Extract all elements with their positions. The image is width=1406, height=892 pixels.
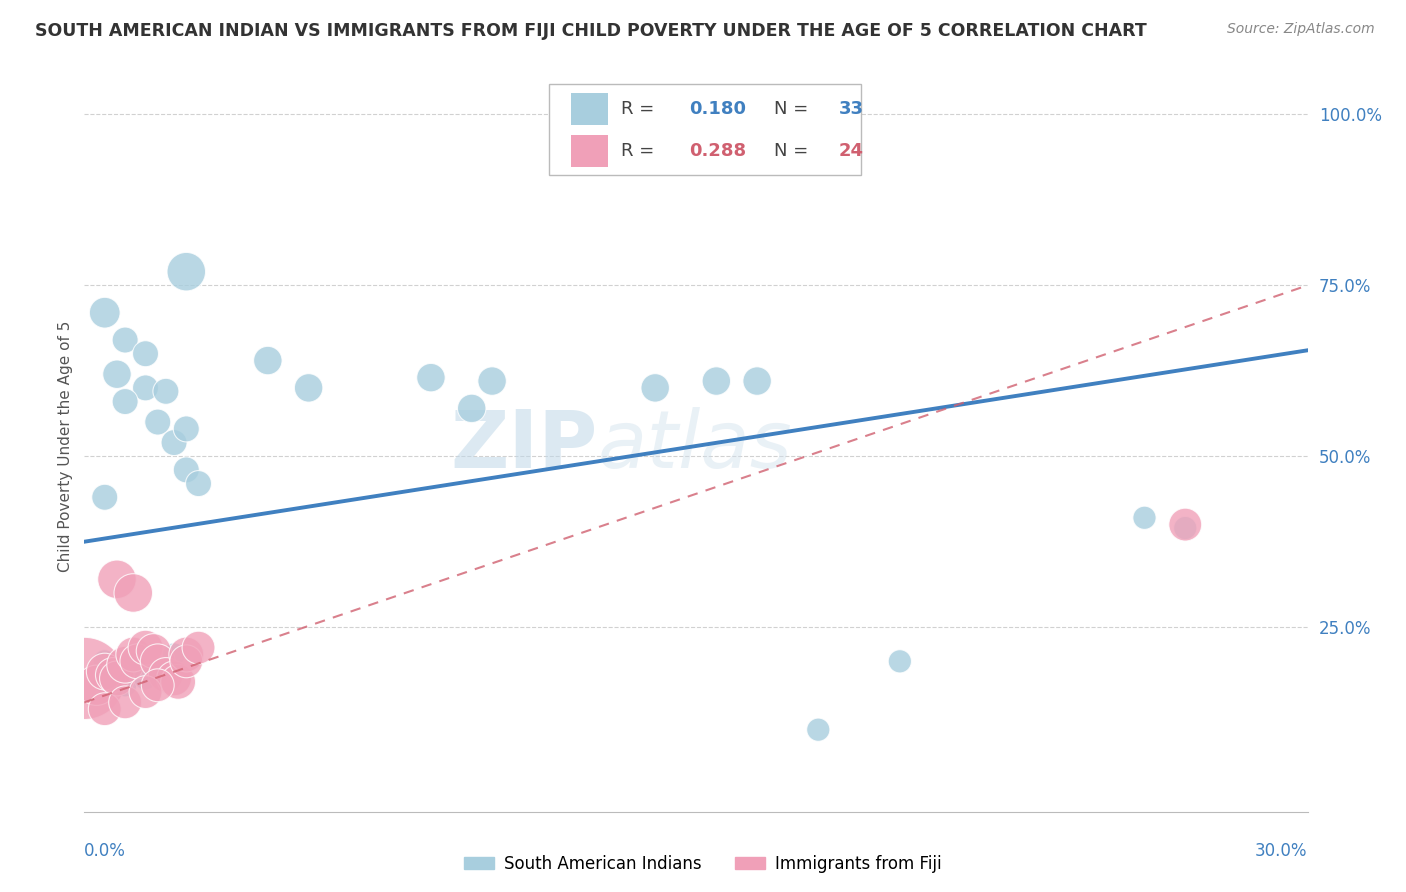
Point bbox=[142, 644, 165, 658]
Point bbox=[747, 374, 769, 388]
Text: 33: 33 bbox=[839, 100, 865, 118]
Point bbox=[174, 265, 197, 279]
Point bbox=[298, 381, 321, 395]
Point bbox=[93, 665, 115, 679]
Point bbox=[155, 668, 177, 682]
Text: R =: R = bbox=[621, 142, 661, 160]
Legend: South American Indians, Immigrants from Fiji: South American Indians, Immigrants from … bbox=[457, 848, 949, 880]
Point bbox=[163, 648, 186, 662]
Point bbox=[135, 685, 157, 699]
Point bbox=[122, 586, 145, 600]
Text: N =: N = bbox=[775, 100, 814, 118]
Point bbox=[704, 374, 728, 388]
Point bbox=[1133, 510, 1156, 524]
Point bbox=[174, 422, 197, 436]
Point bbox=[163, 435, 186, 450]
Point bbox=[93, 654, 115, 668]
FancyBboxPatch shape bbox=[571, 135, 607, 167]
Text: R =: R = bbox=[621, 100, 661, 118]
Text: SOUTH AMERICAN INDIAN VS IMMIGRANTS FROM FIJI CHILD POVERTY UNDER THE AGE OF 5 C: SOUTH AMERICAN INDIAN VS IMMIGRANTS FROM… bbox=[35, 22, 1147, 40]
Point bbox=[807, 723, 830, 737]
Point bbox=[114, 394, 136, 409]
Point bbox=[420, 370, 443, 384]
Point bbox=[174, 463, 197, 477]
Point bbox=[146, 654, 169, 668]
Y-axis label: Child Poverty Under the Age of 5: Child Poverty Under the Age of 5 bbox=[58, 320, 73, 572]
Text: ZIP: ZIP bbox=[451, 407, 598, 485]
Point bbox=[644, 381, 666, 395]
Text: Source: ZipAtlas.com: Source: ZipAtlas.com bbox=[1227, 22, 1375, 37]
Point bbox=[93, 702, 115, 716]
Point bbox=[105, 368, 128, 382]
Point bbox=[461, 401, 484, 416]
Point bbox=[114, 657, 136, 672]
Point bbox=[114, 333, 136, 347]
Point bbox=[1174, 521, 1197, 535]
Point bbox=[86, 678, 108, 692]
Point bbox=[481, 374, 503, 388]
Point bbox=[889, 654, 911, 668]
Point bbox=[1174, 517, 1197, 532]
Point bbox=[114, 695, 136, 709]
Point bbox=[135, 640, 157, 655]
Point bbox=[73, 672, 96, 686]
Point bbox=[122, 648, 145, 662]
Point bbox=[174, 654, 197, 668]
Point bbox=[187, 476, 209, 491]
Point bbox=[93, 490, 115, 504]
Point bbox=[122, 657, 145, 672]
Point bbox=[167, 674, 190, 689]
Text: atlas: atlas bbox=[598, 407, 793, 485]
Point bbox=[105, 672, 128, 686]
Text: 0.180: 0.180 bbox=[689, 100, 745, 118]
Point bbox=[174, 648, 197, 662]
FancyBboxPatch shape bbox=[550, 84, 860, 176]
Point bbox=[135, 672, 157, 686]
Point bbox=[257, 353, 280, 368]
Point bbox=[114, 678, 136, 692]
Text: 24: 24 bbox=[839, 142, 865, 160]
Point bbox=[93, 674, 115, 689]
Point bbox=[163, 672, 186, 686]
Point bbox=[135, 381, 157, 395]
FancyBboxPatch shape bbox=[571, 93, 607, 125]
Point bbox=[101, 668, 124, 682]
Point bbox=[146, 415, 169, 429]
Text: N =: N = bbox=[775, 142, 814, 160]
Point bbox=[155, 384, 177, 399]
Point bbox=[146, 665, 169, 679]
Point bbox=[135, 347, 157, 361]
Text: 30.0%: 30.0% bbox=[1256, 842, 1308, 860]
Point bbox=[146, 678, 169, 692]
Text: 0.288: 0.288 bbox=[689, 142, 745, 160]
Point bbox=[105, 572, 128, 586]
Text: 0.0%: 0.0% bbox=[84, 842, 127, 860]
Point bbox=[93, 306, 115, 320]
Point bbox=[187, 640, 209, 655]
Point bbox=[127, 654, 149, 668]
